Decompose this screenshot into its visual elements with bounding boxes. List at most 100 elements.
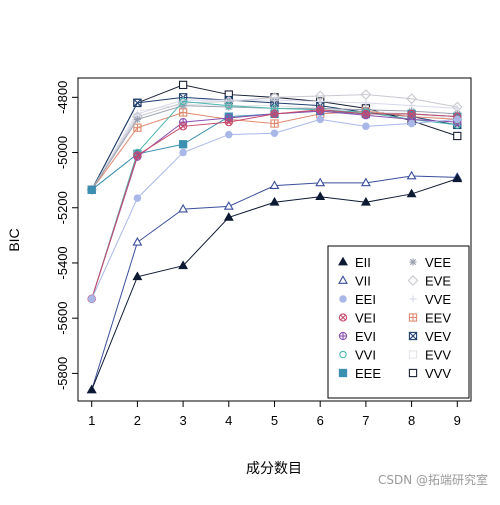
series-line-eve: [91, 94, 458, 191]
point-vii: [315, 177, 326, 187]
point-eii: [178, 260, 189, 270]
point-eei: [133, 194, 142, 202]
y-tick-label: -5400: [55, 246, 70, 279]
point-eee: [178, 140, 188, 149]
legend-label-vii: VII: [355, 274, 371, 289]
legend-box: [327, 245, 470, 399]
point-eei: [225, 130, 233, 139]
watermark: CSDN @拓端研究室: [377, 473, 488, 487]
point-eii: [315, 191, 326, 201]
x-tick-label: 8: [408, 413, 415, 428]
series-eii: [86, 173, 463, 394]
point-eve: [360, 89, 372, 100]
point-vii: [132, 236, 143, 246]
y-tick-label: -5200: [55, 191, 70, 224]
legend-label-vee: VEE: [425, 255, 451, 270]
legend-item-evv: EVV: [408, 348, 451, 363]
point-eii: [406, 188, 417, 198]
legend-marker-vvv: [408, 368, 418, 378]
point-eei: [407, 119, 416, 128]
point-eii: [132, 271, 143, 281]
legend-item-evi: EVI: [338, 329, 376, 344]
legend-label-evi: EVI: [355, 329, 376, 344]
point-eei: [316, 115, 324, 124]
legend-item-vei: VEI: [338, 311, 376, 326]
legend-item-eee: EEE: [338, 366, 381, 381]
point-vii: [269, 180, 280, 190]
x-tick-label: 9: [454, 413, 461, 428]
legend-marker-vev: [408, 331, 418, 341]
legend-marker-vve: [409, 295, 417, 303]
legend-label-vev: VEV: [425, 329, 451, 344]
point-eve: [314, 90, 326, 102]
legend-marker-vee: [409, 258, 417, 266]
x-tick-label: 7: [362, 413, 369, 428]
y-tick-label: -4800: [55, 81, 70, 114]
point-vei: [133, 151, 142, 160]
x-axis-title: 成分数目: [246, 460, 302, 476]
legend-label-evv: EVV: [425, 348, 451, 363]
point-vei: [316, 105, 325, 114]
point-vve: [316, 97, 324, 106]
legend-item-eii: EII: [338, 255, 371, 270]
point-vvi: [179, 97, 187, 106]
x-tick-label: 5: [271, 413, 278, 428]
point-vei: [270, 109, 279, 119]
axes: 1 2 3 4 5 6 7 8 9 -4800 -5000 -5200 -5400 -5600 -5800: [55, 81, 461, 428]
point-vev: [133, 98, 142, 107]
x-tick-label: 6: [317, 413, 324, 428]
point-vei: [361, 109, 371, 119]
legend-marker-evv: [408, 350, 418, 359]
point-vii: [223, 201, 234, 210]
legend: EII VII EEI VEI EVI VVI EEE VEE EVE VVE EEV VEV EVV V…: [327, 245, 470, 399]
point-eev: [178, 108, 188, 117]
legend-label-vvi: VVI: [355, 348, 376, 363]
point-vei: [178, 122, 188, 131]
point-eve: [269, 91, 280, 103]
point-vii: [406, 170, 417, 180]
point-eev: [270, 119, 279, 128]
legend-label-eve: EVE: [425, 274, 451, 289]
point-eei: [87, 295, 96, 303]
x-tick-label: 4: [225, 413, 232, 428]
legend-item-eei: EEI: [339, 292, 376, 307]
point-eei: [453, 115, 462, 124]
legend-label-eee: EEE: [355, 366, 381, 381]
legend-item-eev: EEV: [408, 311, 451, 326]
series-layer: [86, 80, 463, 394]
point-vei: [224, 118, 233, 127]
point-eii: [269, 196, 280, 206]
legend-item-eve: EVE: [407, 274, 451, 289]
point-eii: [360, 196, 371, 206]
point-vii: [178, 203, 189, 213]
legend-label-vvv: VVV: [425, 366, 451, 381]
legend-marker-eev: [408, 313, 418, 322]
legend-label-eii: EII: [355, 255, 371, 270]
y-tick-label: -5000: [55, 136, 70, 169]
legend-marker-eve: [407, 275, 419, 286]
point-eee: [87, 185, 96, 194]
legend-marker-vei: [338, 313, 348, 322]
y-tick-label: -5600: [55, 302, 70, 335]
legend-label-vei: VEI: [355, 311, 376, 326]
legend-label-eei: EEI: [355, 292, 376, 307]
y-tick-label: -5800: [55, 357, 70, 390]
point-vii: [360, 177, 371, 187]
point-eei: [270, 129, 279, 137]
legend-item-vvi: VVI: [339, 348, 376, 363]
legend-marker-eei: [339, 295, 347, 303]
point-vee: [133, 115, 142, 124]
series-line-vvi: [91, 100, 458, 300]
point-eii: [86, 384, 97, 394]
legend-item-vev: VEV: [408, 329, 451, 344]
x-tick-label: 3: [179, 413, 186, 428]
series-eei: [87, 115, 462, 303]
x-tick-label: 1: [88, 413, 95, 428]
point-eei: [179, 148, 187, 157]
legend-marker-eee: [338, 368, 348, 378]
legend-item-vee: VEE: [409, 255, 451, 270]
point-eii: [223, 212, 234, 221]
point-vvi: [225, 101, 233, 110]
